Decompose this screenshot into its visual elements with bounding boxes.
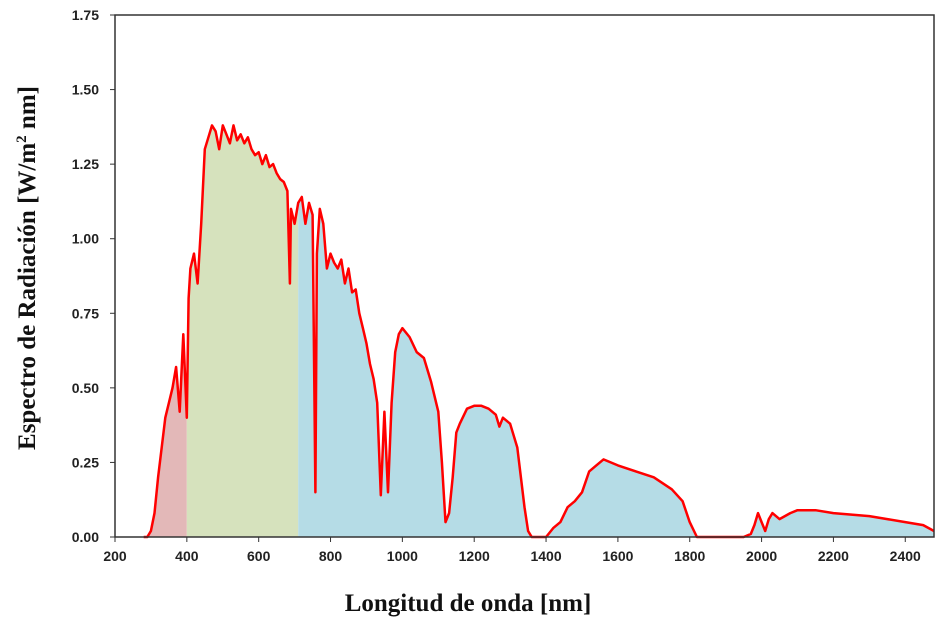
spectrum-line — [143, 124, 935, 539]
x-tick-label: 1600 — [602, 548, 633, 564]
band-fill-ultravioleta — [143, 334, 187, 537]
x-tick-label: 2200 — [818, 548, 849, 564]
band-fill-infrarrojo — [298, 197, 934, 537]
x-tick-label: 1200 — [459, 548, 490, 564]
y-axis-title-superscript: 2 — [14, 135, 30, 143]
x-axis-ticks: 200 400 600 800 1000 1200 1400 1600 1800 2000 2200… — [103, 537, 921, 564]
x-axis-title: Longitud de onda [nm] — [345, 590, 592, 617]
x-tick-label: 1800 — [674, 548, 705, 564]
y-tick-label: 1.25 — [72, 156, 99, 172]
x-tick-label: 800 — [319, 548, 343, 564]
y-axis-ticks: 0.00 0.25 0.50 0.75 1.00 1.25 1.50 1.75 — [72, 7, 115, 545]
x-tick-label: 1000 — [387, 548, 418, 564]
y-axis-title-main: Espectro de Radiación [W/m — [14, 143, 41, 450]
y-tick-label: 1.75 — [72, 7, 99, 23]
y-tick-label: 1.00 — [72, 231, 99, 247]
y-tick-label: 0.75 — [72, 305, 99, 321]
spectrum-line-group — [143, 124, 935, 539]
x-tick-label: 200 — [103, 548, 127, 564]
y-tick-label: 0.50 — [72, 380, 99, 396]
y-tick-label: 0.00 — [72, 529, 99, 545]
x-tick-label: 600 — [247, 548, 271, 564]
x-tick-label: 400 — [175, 548, 199, 564]
x-tick-label: 2000 — [746, 548, 777, 564]
y-axis-title: Espectro de Radiación [W/m2 nm] — [14, 86, 41, 450]
band-fills — [143, 125, 934, 538]
y-tick-label: 1.50 — [72, 82, 99, 98]
y-axis-title-end: nm] — [14, 86, 41, 135]
y-tick-label: 0.25 — [72, 454, 99, 470]
plot-frame — [114, 14, 935, 538]
x-tick-label: 1400 — [530, 548, 561, 564]
band-fill-visible — [186, 125, 299, 538]
x-tick-label: 2400 — [890, 548, 921, 564]
